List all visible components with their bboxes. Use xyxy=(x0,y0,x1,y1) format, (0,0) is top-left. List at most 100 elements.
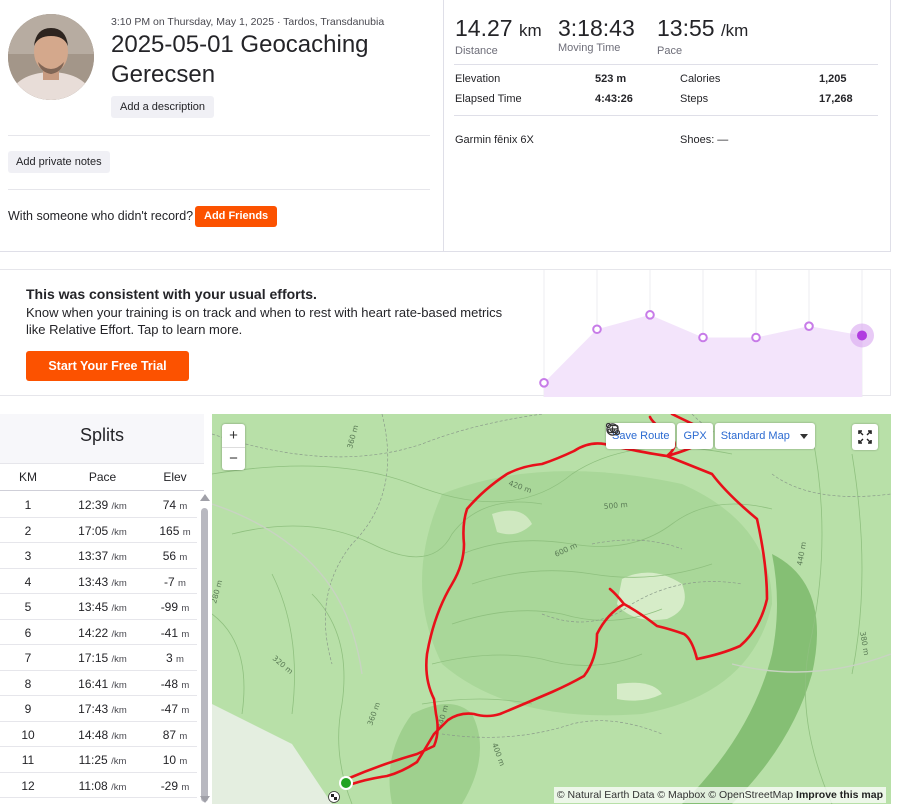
stat-pace: 13:55 /km Pace xyxy=(657,14,748,57)
effort-point xyxy=(645,310,655,320)
split-row: 6 14:22 /km -41 m xyxy=(0,620,197,645)
effort-point xyxy=(804,321,814,331)
route-map[interactable]: 360 m 420 m 500 m 600 m 440 m 280 m 320 … xyxy=(212,414,891,804)
start-marker-icon[interactable] xyxy=(339,776,353,790)
gpx-label: GPX xyxy=(683,430,707,442)
moving-time-value: 3:18:43 xyxy=(558,15,635,41)
split-km: 8 xyxy=(24,676,32,691)
calories-label: Calories xyxy=(680,73,721,85)
clearing xyxy=(617,682,662,701)
calories-value: 1,205 xyxy=(819,73,847,85)
pace-unit: /km xyxy=(720,21,749,40)
with-someone-text: With someone who didn't record? xyxy=(8,209,194,223)
terrain-patch xyxy=(389,704,480,804)
effort-point xyxy=(539,378,549,388)
map-toolbar: Save Route GPX Standard Map xyxy=(606,423,815,449)
zoom-controls: + − xyxy=(222,424,245,470)
elapsed-time-value: 4:43:26 xyxy=(595,93,633,105)
zoom-in-button[interactable]: + xyxy=(222,424,245,447)
zoom-out-button[interactable]: − xyxy=(222,447,245,470)
split-km: 2 xyxy=(24,523,32,538)
device-name: Garmin fēnix 6X xyxy=(455,134,534,146)
fullscreen-button[interactable] xyxy=(852,424,878,450)
finish-flag-icon[interactable] xyxy=(328,791,340,803)
split-elev: 10 m xyxy=(162,753,188,767)
attribution-text[interactable]: © Natural Earth Data © Mapbox © OpenStre… xyxy=(556,789,794,801)
scroll-up-arrow-icon[interactable] xyxy=(200,494,210,501)
split-pace: 13:43 /km xyxy=(78,574,127,589)
split-elev: -48 m xyxy=(160,676,190,691)
activity-summary: 3:10 PM on Thursday, May 1, 2025 · Tardo… xyxy=(0,0,443,252)
contour-label: 380 m xyxy=(858,631,871,656)
split-row: 1 12:39 /km 74 m xyxy=(0,492,197,518)
distance-label: Distance xyxy=(455,45,498,57)
split-km: 3 xyxy=(24,549,32,563)
relative-effort-card[interactable]: This was consistent with your usual effo… xyxy=(0,269,891,397)
improve-map-link[interactable]: Improve this map xyxy=(796,789,883,801)
shoes-info: Shoes: — xyxy=(680,134,729,146)
km-header: KM xyxy=(19,470,37,484)
start-free-trial-button[interactable]: Start Your Free Trial xyxy=(26,351,189,381)
pace-label: Pace xyxy=(657,45,683,57)
split-pace: 13:37 /km xyxy=(78,549,127,563)
split-km: 12 xyxy=(21,778,35,793)
splits-scrollbar[interactable] xyxy=(200,494,210,808)
activity-title: 2025-05-01 Geocaching Gerecsen xyxy=(111,31,369,88)
effort-title: This was consistent with your usual effo… xyxy=(26,286,317,302)
split-km: 4 xyxy=(24,574,32,589)
scroll-thumb[interactable] xyxy=(201,508,208,802)
stat-distance: 14.27 km Distance xyxy=(455,14,542,57)
divider xyxy=(8,135,430,136)
contour-label: 500 m xyxy=(603,500,628,511)
clearing xyxy=(617,572,685,620)
roads xyxy=(212,503,891,675)
effort-trend-points xyxy=(539,310,874,388)
splits-title: Splits xyxy=(0,414,204,464)
split-elev: -29 m xyxy=(160,778,190,793)
split-pace: 13:45 /km xyxy=(78,600,127,614)
activity-stats: 14.27 km Distance 3:18:43 Moving Time 13… xyxy=(443,0,891,252)
split-elev: -7 m xyxy=(164,574,186,589)
activity-meta: 3:10 PM on Thursday, May 1, 2025 · Tardo… xyxy=(111,16,385,28)
split-elev: 3 m xyxy=(166,651,184,665)
add-description-button[interactable]: Add a description xyxy=(111,96,214,118)
gpx-download-button[interactable]: GPX xyxy=(606,423,713,449)
split-km: 1 xyxy=(24,498,32,512)
add-friends-button[interactable]: Add Friends xyxy=(195,206,278,227)
divider xyxy=(0,251,443,252)
effort-body: Know when your training is on track and … xyxy=(26,305,503,337)
split-row: 5 13:45 /km -99 m xyxy=(0,594,197,620)
split-row: 7 17:15 /km 3 m xyxy=(0,645,197,671)
split-km: 6 xyxy=(24,625,32,640)
add-private-notes-button[interactable]: Add private notes xyxy=(8,151,110,173)
split-row: 10 14:48 /km 87 m xyxy=(0,722,197,747)
map-type-select[interactable]: Standard Map xyxy=(714,423,815,449)
split-elev: 87 m xyxy=(162,727,188,742)
split-elev: 165 m xyxy=(159,523,191,538)
split-pace: 17:05 /km xyxy=(78,523,127,538)
download-icon xyxy=(606,423,619,436)
distance-unit: km xyxy=(518,21,542,40)
moving-time-label: Moving Time xyxy=(558,42,621,54)
contour-lines xyxy=(212,433,863,804)
split-row: 4 13:43 /km -7 m xyxy=(0,569,197,594)
splits-header-row: KM Pace Elev xyxy=(0,464,204,491)
scroll-down-arrow-icon[interactable] xyxy=(200,796,210,803)
split-row: 12 11:08 /km -29 m xyxy=(0,773,197,798)
trails xyxy=(212,414,891,738)
split-row: 2 17:05 /km 165 m xyxy=(0,518,197,543)
split-km: 5 xyxy=(24,600,32,614)
fullscreen-icon xyxy=(858,430,872,444)
divider xyxy=(8,189,430,190)
chevron-down-icon xyxy=(799,433,808,439)
effort-point xyxy=(698,332,708,343)
split-pace: 11:08 /km xyxy=(78,778,127,793)
split-row: 9 17:43 /km -47 m xyxy=(0,696,197,722)
split-pace: 11:25 /km xyxy=(78,753,127,767)
effort-point xyxy=(751,332,761,343)
divider xyxy=(454,115,878,116)
split-row: 11 11:25 /km 10 m xyxy=(0,747,197,773)
effort-point xyxy=(592,324,602,335)
athlete-avatar[interactable] xyxy=(8,14,94,100)
split-elev: -41 m xyxy=(160,625,190,640)
